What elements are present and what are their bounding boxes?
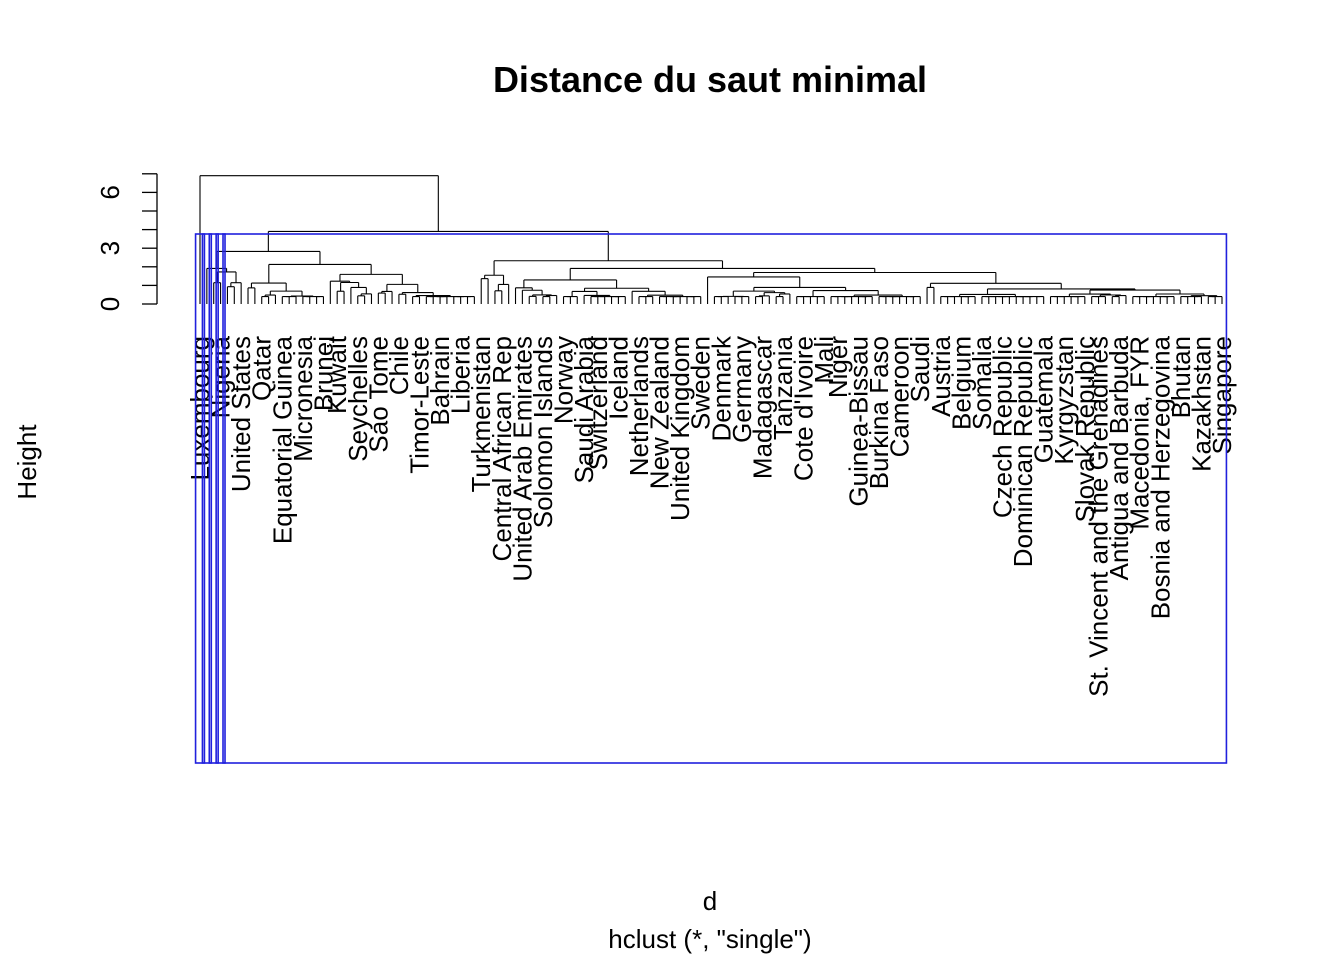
leaf-label: Singapore <box>1207 336 1237 455</box>
dendrogram-tree <box>199 175 1223 304</box>
leaf-label: Cameroon <box>885 336 915 457</box>
leaf-label: Central African Rep <box>487 336 517 561</box>
leaf-label: Somalia <box>967 335 997 429</box>
cluster-box <box>194 233 206 764</box>
leaf-label: New Zealand <box>645 336 675 489</box>
leaf-label: Saudi Arabia <box>569 335 599 483</box>
leaf-label: Micronesia <box>288 335 318 461</box>
leaf-label: Mali <box>809 336 839 384</box>
leaf-label: Cote d'Ivoire <box>789 336 819 481</box>
leaf-label: Bhutan <box>1166 336 1196 418</box>
x-axis-label: d <box>703 886 717 916</box>
leaf-label: Dominican Republic <box>1008 336 1038 567</box>
cluster-box <box>215 233 226 764</box>
leaf-label: Qatar <box>247 336 277 401</box>
cluster-rectangles <box>194 233 1228 764</box>
leaf-label: Turkmenistan <box>466 336 496 493</box>
leaf-label: Sao Tome <box>363 336 393 453</box>
leaf-label: Antigua and Barbuda <box>1104 335 1134 580</box>
leaf-label: Austria <box>926 335 956 416</box>
y-tick-label: 3 <box>95 241 125 255</box>
leaf-label: Macedonia, FYR <box>1125 336 1155 530</box>
leaf-label: Denmark <box>706 335 736 441</box>
leaf-label: Guinea-Bissau <box>843 336 873 507</box>
leaf-label: Timor-Leste <box>404 336 434 474</box>
leaf-label: Kazakhstan <box>1186 336 1216 472</box>
leaf-label: Liberia <box>446 335 476 414</box>
leaf-label: Tanzania <box>768 335 798 440</box>
leaf-label: Madagascar <box>747 336 777 479</box>
leaf-label: United Kingdom <box>665 336 695 521</box>
chart-title: Distance du saut minimal <box>493 59 927 100</box>
leaf-label: Niger <box>823 336 853 398</box>
leaf-label: Saudi <box>905 336 935 403</box>
leaf-label: Germany <box>727 336 757 443</box>
leaf-label: Burkina Faso <box>864 336 894 489</box>
leaf-label: Brunei <box>308 336 338 411</box>
leaf-label: Iceland <box>603 336 633 420</box>
leaf-label: Norway <box>549 336 579 424</box>
leaf-label: Seychelles <box>343 336 373 462</box>
leaf-label: Belgium <box>946 336 976 430</box>
y-tick-label: 0 <box>95 297 125 311</box>
leaf-label: Netherlands <box>624 336 654 476</box>
leaf-label: Czech Republic <box>988 336 1018 518</box>
leaf-label: Sweden <box>686 336 716 430</box>
leaf-label: United States <box>226 336 256 492</box>
leaf-label: Bosnia and Herzegovina <box>1145 335 1175 619</box>
leaf-label: St. Vincent and the Grenadines <box>1084 336 1114 697</box>
method-subtitle: hclust (*, "single") <box>608 924 811 954</box>
cluster-box <box>208 233 219 764</box>
leaf-label: Solomon Islands <box>528 336 558 528</box>
leaf-label: Kyrgyzstan <box>1049 336 1079 465</box>
leaf-label: Equatorial Guinea <box>267 335 297 544</box>
leaf-label: Switzerland <box>583 336 613 470</box>
cluster-box <box>201 233 213 764</box>
leaf-label: Guatemala <box>1029 335 1059 463</box>
y-axis-label: Height <box>12 424 42 500</box>
leaf-label: Slovak Republic <box>1070 336 1100 522</box>
cluster-box <box>222 233 1228 764</box>
leaf-label: United Arab Emirates <box>507 336 537 582</box>
leaf-label: Bahrain <box>425 336 455 426</box>
y-tick-label: 6 <box>95 185 125 199</box>
y-axis: 0 3 6 <box>95 173 158 311</box>
leaf-label: Kuwait <box>322 335 352 414</box>
leaf-label: Chile <box>384 336 414 395</box>
